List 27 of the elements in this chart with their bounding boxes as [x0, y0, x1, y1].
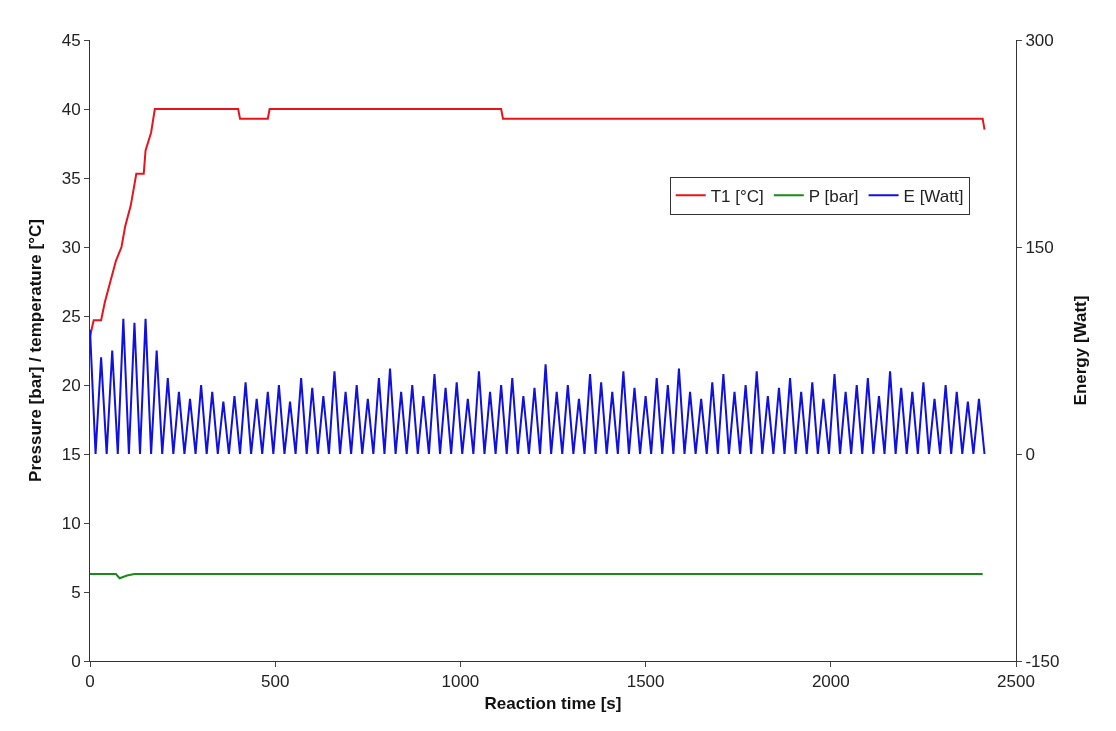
y2-tick-label: 150: [1025, 237, 1054, 257]
y-tick-label: 25: [61, 306, 81, 326]
y2-tick-label: 0: [1025, 444, 1035, 464]
y2-tick-label: -150: [1025, 651, 1060, 671]
y-tick-label: 15: [61, 444, 81, 464]
line-series: [90, 317, 986, 455]
x-tick-label: 500: [261, 672, 290, 692]
legend-label: T1 [°C]: [710, 186, 764, 206]
y-tick-label: 45: [61, 30, 81, 50]
legend-label: P [bar]: [808, 186, 859, 206]
legend-label: E [Watt]: [903, 186, 964, 206]
y-tick-label: 20: [61, 375, 81, 395]
y2-tick-label: 300: [1025, 30, 1054, 50]
y-tick-label: 10: [61, 513, 81, 533]
x-tick-label: 2500: [997, 672, 1035, 692]
y-tick-label: 35: [61, 168, 81, 188]
y2-axis-title: Energy [Watt]: [1070, 295, 1090, 406]
y-tick-label: 30: [61, 237, 81, 257]
x-tick-label: 1000: [441, 672, 480, 692]
x-tick-label: 1500: [626, 672, 665, 692]
x-tick-label: 2000: [811, 672, 850, 692]
y-axis-title: Pressure [bar] / temperature [°C]: [26, 219, 46, 482]
y-tick-label: 0: [71, 651, 81, 671]
x-tick-label: 0: [85, 672, 95, 692]
y-tick-label: 40: [61, 99, 81, 119]
y-tick-label: 5: [71, 582, 81, 602]
x-axis-title: Reaction time [s]: [484, 693, 622, 713]
